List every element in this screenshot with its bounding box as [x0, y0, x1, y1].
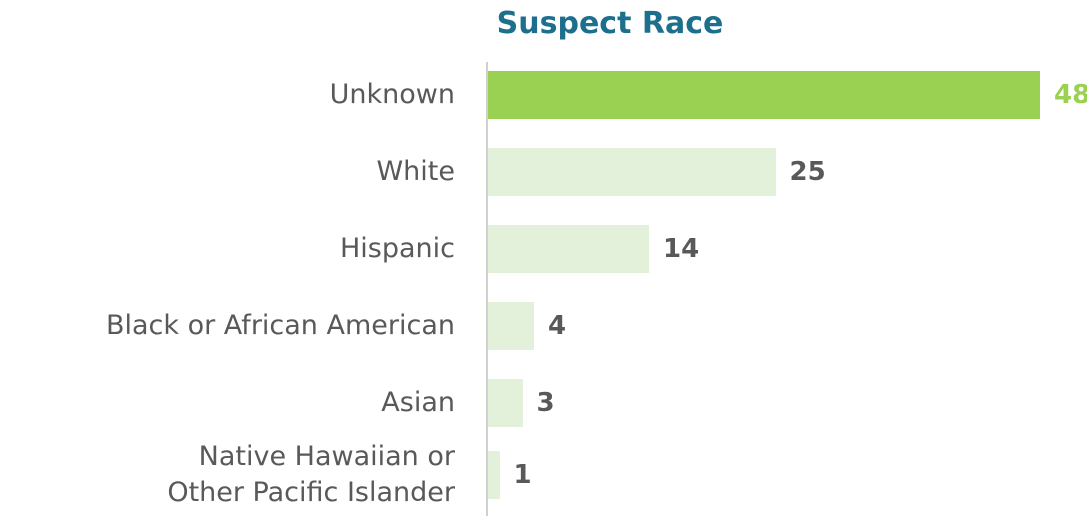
- value-label: 14: [663, 234, 700, 264]
- value-label: 3: [536, 388, 555, 418]
- category-label: Native Hawaiian or Other Pacific Islande…: [167, 441, 455, 508]
- category-label: Black or African American: [105, 310, 455, 341]
- bar: [488, 379, 523, 427]
- bar: [488, 451, 500, 499]
- category-label: Hispanic: [339, 233, 455, 264]
- bar: [488, 71, 1040, 119]
- category-label: Unknown: [329, 79, 455, 110]
- value-label: 1: [513, 460, 532, 490]
- bar: [488, 148, 776, 196]
- value-label: 48: [1054, 80, 1087, 110]
- value-label: 4: [548, 311, 567, 341]
- axis-line: [486, 62, 488, 516]
- category-label: White: [376, 156, 455, 187]
- category-label: Asian: [381, 387, 455, 418]
- chart-title: Suspect Race: [496, 6, 724, 41]
- value-label: 25: [789, 157, 826, 187]
- bar: [488, 225, 649, 273]
- bar: [488, 302, 534, 350]
